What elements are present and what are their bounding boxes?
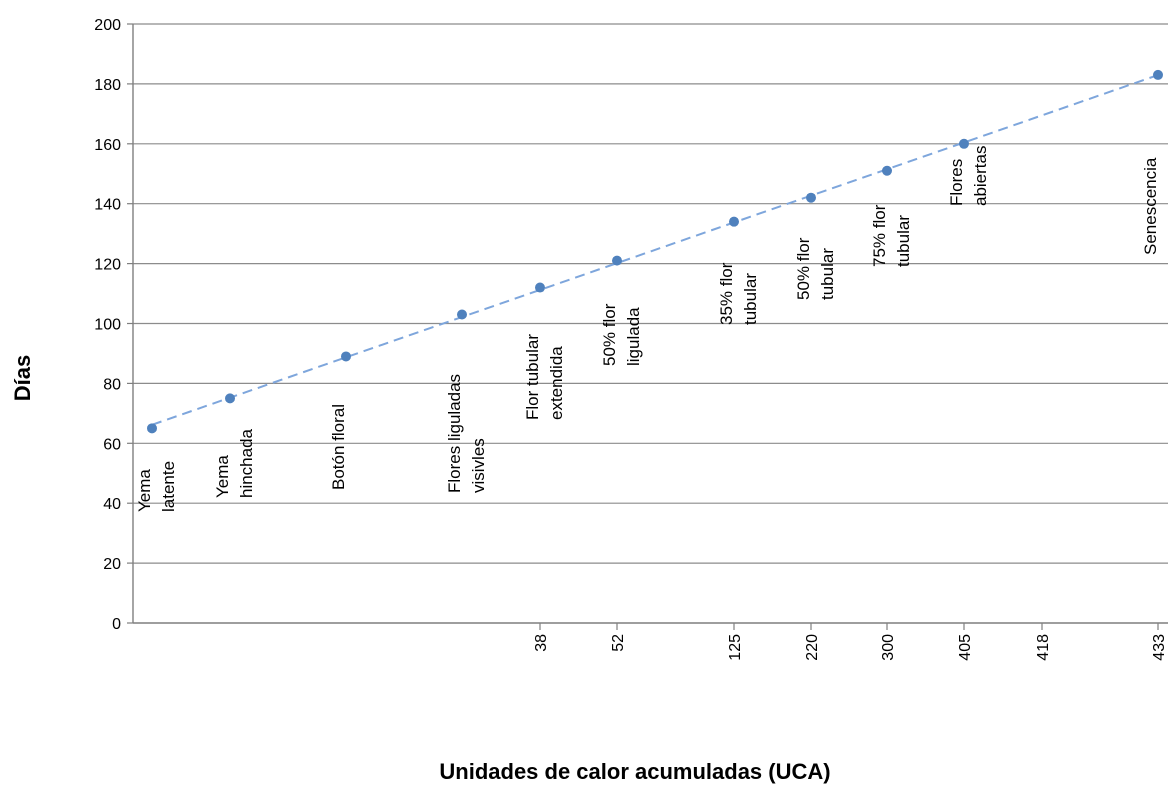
data-point — [959, 138, 969, 149]
point-label-line: Botón floral — [329, 404, 348, 490]
point-label: Botón floral — [329, 404, 348, 490]
point-label: 50% flor tubular — [794, 237, 837, 300]
point-label-line: Senescencia — [1141, 157, 1160, 255]
point-label: Flor tubular extendida — [523, 334, 566, 420]
y-tick-label: 20 — [103, 556, 121, 573]
y-tick-label: 100 — [94, 317, 121, 334]
data-point — [147, 423, 157, 434]
y-axis-title: Días — [10, 355, 35, 401]
x-tick-labels: 38 52 125 220 300 405 418 433 — [533, 634, 1168, 661]
data-point — [341, 351, 351, 362]
data-point — [729, 216, 739, 227]
point-labels: Yema latente Yema hinchada Botón floral Flore… — [135, 146, 1160, 512]
point-label-line: 35% flor — [717, 262, 736, 325]
y-tick-label: 140 — [94, 197, 121, 214]
point-label-line: Flor tubular — [523, 334, 542, 420]
point-label-line: Yema — [135, 469, 154, 512]
data-point — [225, 393, 235, 404]
data-point — [612, 255, 622, 266]
point-label-line: 50% flor — [794, 237, 813, 300]
x-tick-label: 418 — [1035, 634, 1052, 661]
data-point — [806, 192, 816, 203]
point-label-line: 50% flor — [600, 303, 619, 366]
x-tick-label: 125 — [727, 634, 744, 661]
x-tick-label: 38 — [533, 634, 550, 652]
point-label-line: tubular — [894, 215, 913, 267]
y-tick-labels: 0 20 40 60 80 100 120 140 160 180 200 — [94, 17, 121, 633]
point-label-line: ligulada — [624, 307, 643, 366]
point-label: 35% flor tubular — [717, 262, 760, 325]
point-label-line: latente — [159, 461, 178, 512]
data-point — [457, 309, 467, 320]
x-tick-label: 300 — [880, 634, 897, 661]
point-label-line: extendida — [547, 346, 566, 420]
point-label: Senescencia — [1141, 157, 1160, 255]
y-tick-label: 40 — [103, 496, 121, 513]
point-label: Flores abiertas — [947, 146, 990, 206]
y-tick-label: 80 — [103, 376, 121, 393]
trend-line — [151, 74, 1159, 426]
data-point — [882, 165, 892, 176]
point-label-line: hinchada — [237, 428, 256, 498]
point-label-line: abiertas — [971, 146, 990, 206]
point-label-line: tubular — [818, 248, 837, 300]
y-tick-label: 160 — [94, 137, 121, 154]
point-label: Yema hinchada — [213, 428, 256, 498]
point-label: Flores liguladas visivles — [445, 374, 488, 493]
point-label: Yema latente — [135, 461, 178, 512]
x-axis-title: Unidades de calor acumuladas (UCA) — [439, 759, 830, 784]
y-tick-label: 200 — [94, 17, 121, 34]
point-label-line: Yema — [213, 455, 232, 498]
trendline — [151, 74, 1159, 426]
x-tick-label: 433 — [1151, 634, 1168, 661]
x-tick-label: 52 — [610, 634, 627, 652]
data-point — [535, 282, 545, 293]
y-tick-label: 0 — [112, 616, 121, 633]
y-tick-label: 120 — [94, 257, 121, 274]
point-label-line: Flores — [947, 159, 966, 206]
x-tick-label: 220 — [804, 634, 821, 661]
data-points — [147, 69, 1163, 434]
point-label-line: 75% flor — [870, 204, 889, 267]
y-tick-label: 60 — [103, 436, 121, 453]
y-tick-label: 180 — [94, 77, 121, 94]
point-label: 50% flor ligulada — [600, 303, 643, 366]
data-point — [1153, 69, 1163, 80]
point-label-line: visivles — [469, 438, 488, 493]
x-tick-label: 405 — [957, 634, 974, 661]
point-label-line: tubular — [741, 273, 760, 325]
point-label: 75% flor tubular — [870, 204, 913, 267]
axes — [127, 23, 1168, 630]
point-label-line: Flores liguladas — [445, 374, 464, 493]
gridlines — [133, 23, 1168, 564]
